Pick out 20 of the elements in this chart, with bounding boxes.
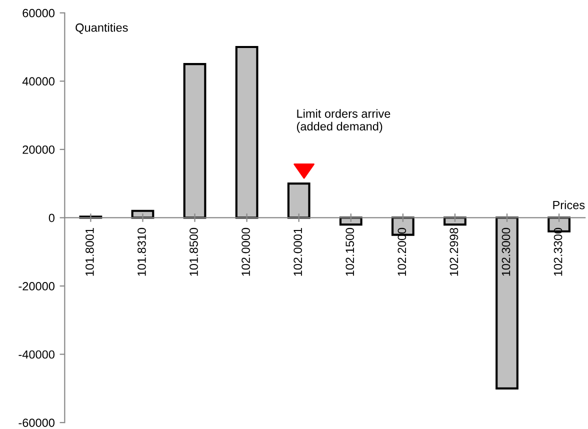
x-tick-label: 102.2000 (398, 228, 406, 276)
x-tick-label: 102.3300 (554, 228, 562, 276)
x-tick-label: 101.8310 (138, 228, 146, 276)
y-tick-label: 40000 (22, 77, 54, 86)
y-tick-label: 0 (48, 214, 54, 222)
annotation: Limit orders arrive (added demand) (296, 109, 390, 133)
y-axis-title: Quantities (76, 23, 128, 34)
y-tick-label: 60000 (22, 8, 54, 18)
y-tick-label: -60000 (18, 418, 54, 427)
x-tick-label: 101.8500 (190, 228, 198, 276)
y-tick-label: -20000 (18, 282, 54, 290)
x-tick-label: 102.2998 (450, 228, 458, 276)
y-tick-label: -40000 (18, 350, 54, 359)
x-tick-label: 102.0001 (294, 228, 302, 276)
y-tick-label: 20000 (22, 145, 54, 154)
x-axis-title: Prices (553, 200, 585, 210)
x-tick-label: 101.8001 (86, 228, 94, 276)
x-tick-label: 102.3000 (502, 228, 510, 276)
x-tick-label: 102.1500 (346, 228, 354, 276)
x-tick-label: 102.0000 (242, 228, 250, 276)
